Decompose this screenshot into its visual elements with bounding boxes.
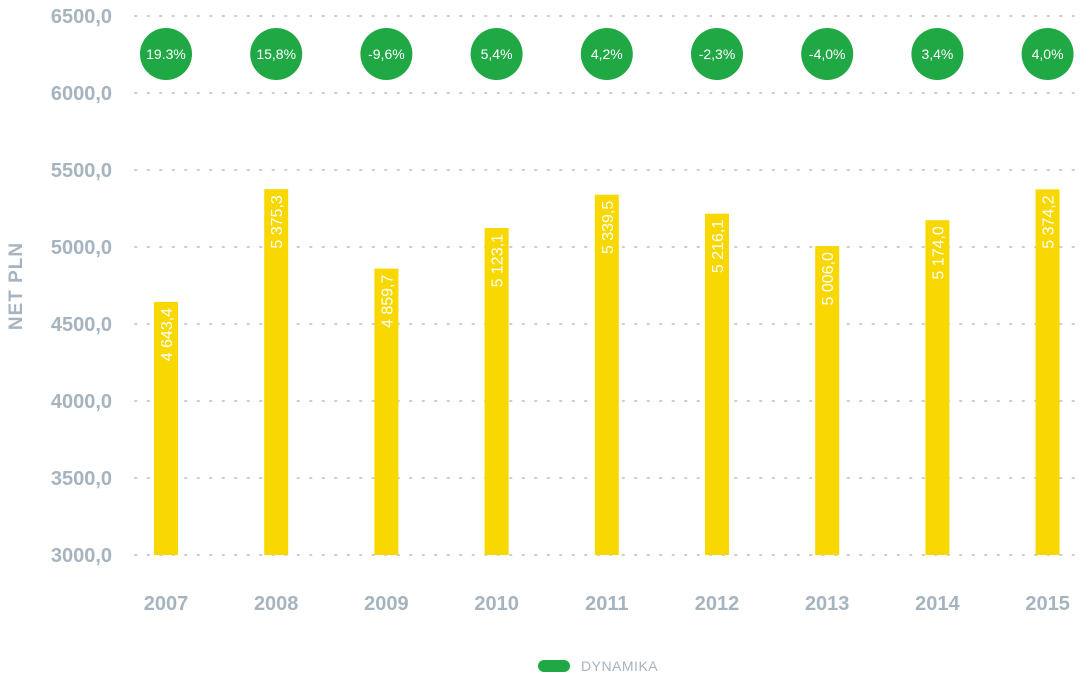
x-tick-label: 2014 — [915, 593, 960, 615]
bar-value-label: 5 374,2 — [1041, 195, 1058, 248]
bar-value-label: 4 859,7 — [379, 275, 396, 328]
bar — [705, 213, 729, 556]
bar — [484, 228, 509, 555]
x-tick-label: 2010 — [474, 593, 519, 615]
dynamics-label: 3,4% — [921, 46, 953, 62]
dynamics-marker — [911, 28, 964, 80]
dynamics-label: -9,6% — [368, 46, 405, 62]
bar-value-label: 5 339,5 — [600, 201, 617, 254]
y-tick-label: 6500,0 — [51, 6, 112, 28]
bar — [154, 301, 178, 555]
x-tick-label: 2008 — [254, 593, 299, 615]
x-tick-label: 2012 — [695, 593, 740, 615]
x-tick-label: 2009 — [364, 593, 409, 615]
dynamics-label: 4,0% — [1032, 46, 1064, 62]
x-tick-label: 2007 — [144, 593, 189, 615]
x-tick-label: 2011 — [585, 593, 628, 615]
bar-value-label: 5 174,0 — [930, 226, 947, 279]
dynamics-marker — [360, 28, 413, 80]
dynamics-label: 5,4% — [481, 46, 513, 62]
y-tick-label: 4000,0 — [51, 391, 112, 413]
dynamics-marker — [691, 28, 743, 80]
dynamics-marker — [250, 28, 303, 80]
y-axis-label: NET PLN — [6, 242, 27, 330]
y-tick-label: 3500,0 — [51, 468, 112, 490]
dynamics-marker — [140, 28, 192, 80]
bar — [264, 189, 289, 555]
dynamics-label: 19.3% — [146, 46, 186, 62]
y-tick-label: 5000,0 — [51, 237, 112, 259]
y-tick-label: 6000,0 — [51, 83, 112, 105]
legend-swatch — [538, 660, 570, 672]
y-tick-label: 4500,0 — [51, 314, 112, 336]
dynamics-marker — [580, 28, 633, 80]
dynamics-marker — [1021, 28, 1074, 80]
bar — [815, 246, 840, 556]
bar-value-label: 5 375,3 — [269, 195, 286, 248]
bar-value-label: 5 216,1 — [710, 220, 727, 273]
dynamics-label: -4,0% — [809, 46, 846, 62]
dynamics-label: 4,2% — [591, 46, 623, 62]
bar — [1035, 189, 1060, 555]
dynamics-marker — [801, 28, 854, 80]
bar — [594, 194, 619, 556]
dynamics-marker — [470, 28, 523, 80]
x-tick-label: 2015 — [1025, 593, 1070, 615]
bar-value-label: 5 006,0 — [820, 252, 837, 305]
dynamics-label: -2,3% — [699, 46, 736, 62]
bar — [374, 268, 399, 555]
dynamics-label: 15,8% — [256, 46, 296, 62]
y-tick-label: 3000,0 — [51, 545, 112, 567]
bar — [925, 220, 950, 556]
x-tick-label: 2013 — [805, 593, 850, 615]
bar-value-label: 4 643,4 — [159, 308, 176, 361]
legend-label: DYNAMIKA — [581, 658, 658, 674]
bar-value-label: 5 123,1 — [490, 234, 507, 287]
y-tick-label: 5500,0 — [51, 160, 112, 182]
